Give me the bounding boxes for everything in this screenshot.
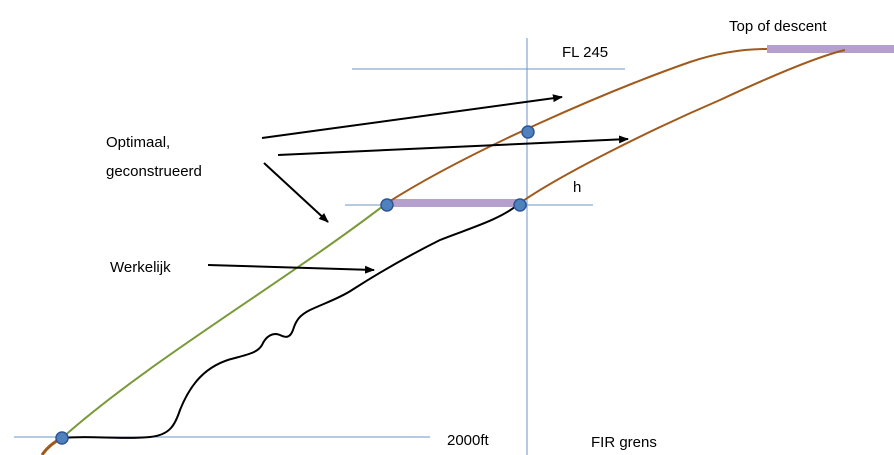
arrow-optimaal-constructed [263,162,329,223]
optimal-profile-upper [386,48,768,204]
label-optimaal-line2: geconstrueerd [106,163,202,180]
point-fir-level [513,198,527,212]
label-top-of-descent: Top of descent [729,18,827,35]
label-fl245: FL 245 [562,44,608,61]
arrow-optimaal-upper [261,94,563,139]
point-constructed-level [380,198,394,212]
label-werkelijk: Werkelijk [110,259,171,276]
point-2000ft [55,431,69,445]
label-2000ft: 2000ft [447,432,490,449]
point-fir-optimal [521,125,535,139]
optimal-profile-lower [519,49,846,204]
arrow-optimaal-lower [277,135,629,156]
actual-profile [61,202,521,439]
arrow-werkelijk [207,264,375,274]
label-h: h [573,179,581,196]
label-fir-grens: FIR grens [591,434,657,451]
constructed-descent-line [61,202,388,439]
label-optimaal-line1: Optimaal, [106,134,170,151]
